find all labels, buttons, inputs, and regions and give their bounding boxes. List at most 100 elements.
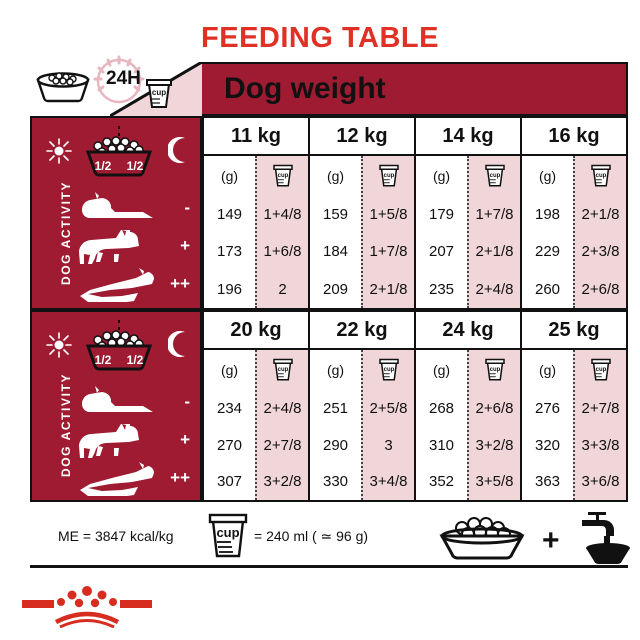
cup-subcolumn: cup 2+7/8 3+3/8 3+6/8 (573, 350, 626, 500)
weight-column: 20 kg (g) 234 270 307 cup (202, 310, 308, 502)
measuring-cup-icon: cup (208, 513, 248, 558)
sun-icon (46, 138, 72, 164)
cup-value: 2+3/8 (581, 243, 620, 261)
activity-row-low: - (76, 192, 192, 226)
grams-label: (g) (432, 362, 451, 378)
grams-subcolumn: (g) 251 290 330 (310, 350, 361, 500)
cup-subcolumn: cup 2+1/8 2+3/8 2+6/8 (573, 156, 626, 308)
dog-standing-icon (78, 424, 139, 458)
cup-value: 3+6/8 (581, 473, 620, 491)
dog-activity-label: DOG ACTIVITY (59, 372, 73, 478)
grams-subcolumn: (g) 268 310 352 (416, 350, 467, 500)
svg-text:cup: cup (489, 367, 500, 373)
grams-value: 173 (216, 243, 243, 261)
grams-subcolumn: (g) 159 184 209 (310, 156, 361, 308)
cup-subcolumn: cup 1+7/8 2+1/8 2+4/8 (467, 156, 520, 308)
cup-icon: cup (469, 350, 520, 390)
cup-subcolumn: cup 2+4/8 2+7/8 3+2/8 (255, 350, 308, 500)
cup-value: 2+1/8 (369, 280, 408, 298)
half-portion-bowl-icon: 1/2 1/2 (85, 320, 153, 371)
cup-value: 2 (278, 280, 287, 298)
grams-value: 234 (216, 399, 243, 417)
cup-icon: cup (469, 156, 520, 196)
svg-text:cup: cup (277, 173, 288, 179)
cup-value: 2+7/8 (581, 399, 620, 417)
cup-value: 2+7/8 (263, 436, 302, 454)
food-bowl-icon (36, 72, 90, 103)
grams-label: (g) (538, 168, 557, 184)
day-night-ration: 1/2 1/2 (32, 122, 204, 184)
dog-activity-label: DOG ACTIVITY (59, 180, 73, 286)
cup-subcolumn: cup 1+5/8 1+7/8 2+1/8 (361, 156, 414, 308)
weight-column: 22 kg (g) 251 290 330 cup (308, 310, 414, 502)
svg-text:1/2: 1/2 (95, 159, 112, 173)
weight-header: 14 kg (416, 118, 520, 156)
grams-value: 307 (216, 473, 243, 491)
dog-running-icon (80, 268, 155, 302)
weight-header: 22 kg (310, 312, 414, 350)
cup-value: 2+6/8 (475, 399, 514, 417)
grams-value: 260 (534, 280, 561, 298)
cup-value: 2+1/8 (581, 206, 620, 224)
grams-label: (g) (220, 168, 239, 184)
activity-row-medium: + (76, 424, 192, 458)
cup-icon: cup (363, 156, 414, 196)
activity-sign: ++ (170, 468, 190, 487)
grams-label: (g) (432, 168, 451, 184)
grams-value: 184 (322, 243, 349, 261)
day-night-ration: 1/2 1/2 (32, 316, 204, 378)
activity-sign: + (180, 430, 190, 449)
cup-icon: cup (257, 156, 308, 196)
footer-legend: ME = 3847 kcal/kg cup = 240 ml ( ≃ 96 g)… (30, 506, 630, 568)
weight-columns-section-2: 20 kg (g) 234 270 307 cup (202, 310, 628, 502)
grams-value: 209 (322, 280, 349, 298)
cup-icon: cup (575, 350, 626, 390)
grams-value: 198 (534, 206, 561, 224)
grams-subcolumn: (g) 276 320 363 (522, 350, 573, 500)
weight-columns-section-1: 11 kg (g) 149 173 196 cup (202, 116, 628, 310)
feeding-table-grid: Dog weight (30, 62, 628, 502)
cup-subcolumn: cup 2+6/8 3+2/8 3+5/8 (467, 350, 520, 500)
cup-value: 3+5/8 (475, 473, 514, 491)
dog-weight-label: Dog weight (224, 72, 386, 105)
grams-label: (g) (220, 362, 239, 378)
weight-column: 14 kg (g) 179 207 235 cup (414, 116, 520, 310)
moon-icon (168, 331, 185, 357)
weight-header: 24 kg (416, 312, 520, 350)
cup-value: 3+4/8 (369, 473, 408, 491)
sun-icon (46, 332, 72, 358)
activity-row-medium: + (76, 230, 192, 264)
activity-sign: ++ (170, 274, 190, 293)
grams-value: 330 (322, 473, 349, 491)
activity-row-high: ++ (76, 462, 192, 496)
cup-value: 1+7/8 (369, 243, 408, 261)
grams-value: 290 (322, 436, 349, 454)
daily-ration-icons: 24H (30, 55, 200, 112)
grams-value: 179 (428, 206, 455, 224)
cup-value: 3 (384, 436, 393, 454)
grams-value: 352 (428, 473, 455, 491)
grams-value: 149 (216, 206, 243, 224)
activity-row-low: - (76, 386, 192, 420)
svg-text:cup: cup (383, 367, 394, 373)
grams-value: 229 (534, 243, 561, 261)
food-bowl-icon (439, 517, 525, 560)
weight-column: 25 kg (g) 276 320 363 cup (520, 310, 628, 502)
grams-value: 363 (534, 473, 561, 491)
dog-standing-icon (78, 230, 139, 264)
svg-text:cup: cup (383, 173, 394, 179)
svg-text:cup: cup (277, 367, 288, 373)
grams-subcolumn: (g) 179 207 235 (416, 156, 467, 308)
weight-header: 12 kg (310, 118, 414, 156)
cup-value: 3+3/8 (581, 436, 620, 454)
tap-water-bowl-icon (582, 512, 630, 564)
weight-header: 25 kg (522, 312, 626, 350)
activity-sign: - (184, 198, 190, 217)
weight-column: 24 kg (g) 268 310 352 cup (414, 310, 520, 502)
grams-value: 159 (322, 206, 349, 224)
grams-label: (g) (538, 362, 557, 378)
dog-weight-header: Dog weight (202, 62, 628, 116)
cup-value: 2+4/8 (263, 399, 302, 417)
svg-text:cup: cup (216, 525, 239, 540)
cup-value: 1+6/8 (263, 243, 302, 261)
